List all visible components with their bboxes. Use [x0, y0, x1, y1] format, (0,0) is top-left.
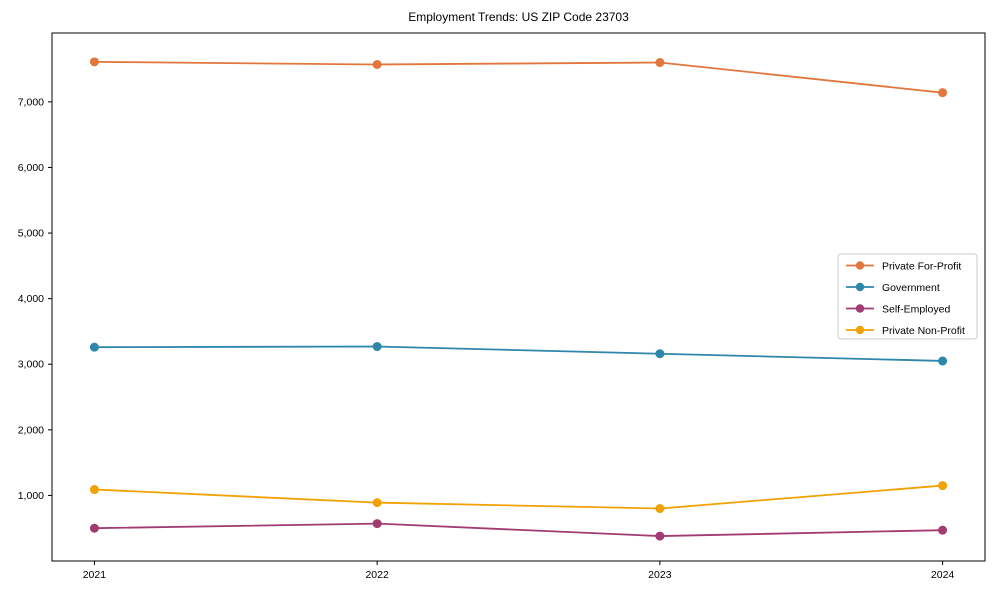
legend-sample-marker: [855, 325, 865, 335]
y-tick-label: 7,000: [18, 96, 44, 108]
y-tick-label: 1,000: [18, 490, 44, 502]
y-tick-label: 5,000: [18, 228, 44, 240]
legend-item-label: Self-Employed: [882, 303, 950, 315]
x-tick-label: 2023: [648, 569, 672, 581]
data-point: [372, 519, 382, 529]
data-point: [655, 349, 665, 359]
data-point: [655, 58, 665, 68]
data-point: [89, 57, 99, 67]
data-point: [938, 525, 948, 535]
x-tick-label: 2022: [365, 569, 389, 581]
legend-item-label: Government: [882, 282, 940, 294]
x-tick-label: 2024: [931, 569, 955, 581]
data-point: [372, 59, 382, 69]
y-tick-label: 6,000: [18, 162, 44, 174]
data-point: [372, 342, 382, 352]
data-point: [372, 498, 382, 508]
legend-sample-marker: [855, 282, 865, 292]
legend-sample-marker: [855, 261, 865, 270]
y-tick-label: 2,000: [18, 424, 44, 436]
data-point: [938, 356, 948, 366]
chart-title: Employment Trends: US ZIP Code 23703: [408, 10, 629, 24]
legend-item-label: Private Non-Profit: [882, 325, 965, 337]
data-point: [655, 504, 665, 514]
data-point: [938, 481, 948, 491]
data-point: [89, 485, 99, 495]
y-tick-label: 3,000: [18, 359, 44, 371]
series-line-government: [94, 345, 943, 362]
y-tick-label: 4,000: [18, 293, 44, 305]
legend-box: [837, 253, 978, 340]
data-point: [938, 88, 948, 98]
data-point: [89, 523, 99, 533]
data-point: [89, 342, 99, 352]
legend-sample-marker: [855, 304, 865, 313]
plot-border: [51, 32, 986, 562]
series-line-self-employed: [94, 522, 943, 537]
series-line-private-non-profit: [94, 484, 943, 510]
x-tick-label: 2021: [83, 569, 107, 581]
series-line-private-for-profit: [94, 60, 943, 94]
data-point: [655, 531, 665, 541]
legend-item-label: Private For-Profit: [882, 260, 961, 272]
